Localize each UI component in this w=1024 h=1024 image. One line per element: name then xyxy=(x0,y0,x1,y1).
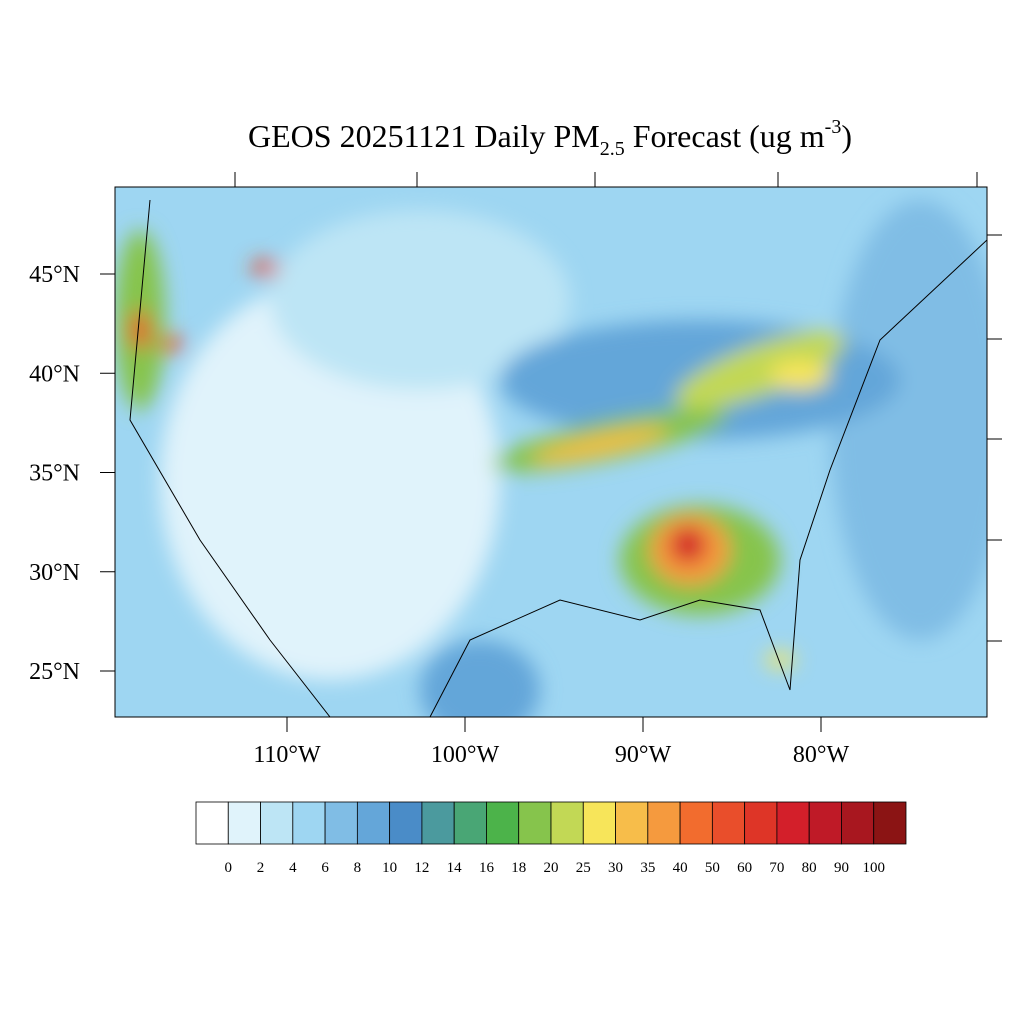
colorbar-box xyxy=(260,801,294,845)
colorbar-box xyxy=(615,801,649,845)
colorbar-label: 60 xyxy=(737,860,752,876)
colorbar-box xyxy=(195,801,229,845)
lon-label: 100°W xyxy=(431,742,500,768)
lat-label: 30°N xyxy=(29,560,80,586)
colorbar-label: 0 xyxy=(225,860,233,876)
colorbar-label: 100 xyxy=(862,860,885,876)
colorbar-box xyxy=(582,801,616,845)
colorbar-label: 35 xyxy=(640,860,655,876)
colorbar-label: 14 xyxy=(447,860,463,876)
lon-label: 110°W xyxy=(253,742,321,768)
colorbar-box xyxy=(808,801,842,845)
colorbar-label: 18 xyxy=(511,860,526,876)
lat-label: 45°N xyxy=(29,262,80,288)
colorbar-label: 8 xyxy=(354,860,362,876)
title-middle: Forecast (ug m xyxy=(625,118,825,154)
colorbar-label: 70 xyxy=(769,860,784,876)
colorbar-label: 2 xyxy=(257,860,265,876)
colorbar-label: 10 xyxy=(382,860,397,876)
title-main: GEOS 20251121 Daily PM xyxy=(248,118,600,154)
colorbar-box xyxy=(324,801,358,845)
colorbar-box xyxy=(679,801,713,845)
colorbar-box xyxy=(647,801,681,845)
colorbar-box xyxy=(776,801,810,845)
lon-label: 90°W xyxy=(615,742,672,768)
colorbar-label: 25 xyxy=(576,860,591,876)
colorbar-box xyxy=(711,801,746,845)
lon-label: 80°W xyxy=(793,742,850,768)
colorbar-box xyxy=(518,801,552,845)
colorbar-box xyxy=(356,801,391,845)
lat-label: 40°N xyxy=(29,361,80,387)
title: GEOS 20251121 Daily PM2.5 Forecast (ug m… xyxy=(248,116,852,160)
colorbar-box xyxy=(873,801,907,845)
colorbar-label: 12 xyxy=(414,860,429,876)
colorbar-label: 30 xyxy=(608,860,623,876)
frame-ticks xyxy=(234,172,1002,642)
coastline xyxy=(129,199,987,717)
colorbar-box xyxy=(453,801,487,845)
colorbar-label: 16 xyxy=(479,860,495,876)
title-sup: -3 xyxy=(825,116,842,138)
colorbar-label: 6 xyxy=(321,860,329,876)
colorbar-box xyxy=(227,801,261,845)
colorbar-box xyxy=(744,801,778,845)
title-end: ) xyxy=(841,118,852,154)
colorbar-box xyxy=(550,801,584,845)
colorbar-label: 20 xyxy=(544,860,559,876)
colorbar-box xyxy=(389,801,423,845)
map-field xyxy=(115,187,987,717)
lat-label: 35°N xyxy=(29,461,80,487)
colorbar-box xyxy=(421,801,455,845)
title-sub: 2.5 xyxy=(600,138,625,160)
colorbar-label: 40 xyxy=(673,860,688,876)
colorbar-box xyxy=(841,801,875,845)
lat-label: 25°N xyxy=(29,659,80,685)
map-frame xyxy=(114,186,988,718)
colorbar-label: 90 xyxy=(834,860,849,876)
colorbar-box xyxy=(486,801,520,845)
colorbar-box xyxy=(292,801,326,845)
colorbar-label: 80 xyxy=(802,860,817,876)
colorbar-label: 50 xyxy=(705,860,720,876)
colorbar-label: 4 xyxy=(289,860,297,876)
